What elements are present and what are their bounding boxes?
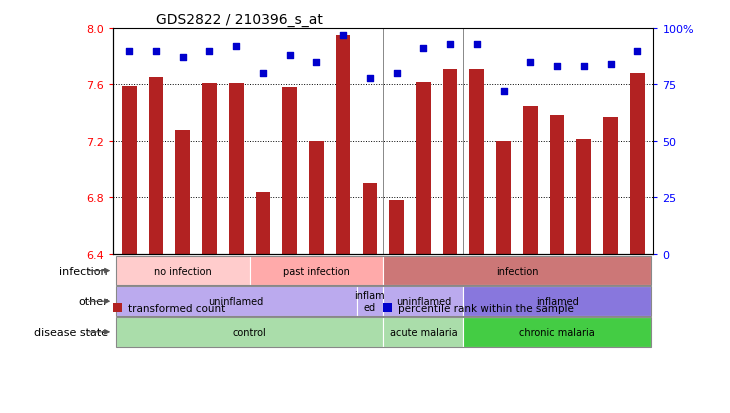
Point [364,75,376,82]
Point [524,59,536,66]
Point [498,89,510,95]
Point [177,55,188,62]
Text: chronic malaria: chronic malaria [519,327,595,337]
Bar [464,287,650,316]
Point [150,48,162,55]
Text: GDS2822 / 210396_s_at: GDS2822 / 210396_s_at [156,12,323,26]
Point [231,44,242,50]
Text: other: other [78,297,108,306]
Bar [336,36,350,254]
Bar [469,70,484,254]
Point [631,48,643,55]
Bar [496,142,511,254]
Point [284,52,296,59]
Point [204,48,215,55]
Bar [255,192,270,254]
Point [445,41,456,48]
Text: disease state: disease state [34,327,108,337]
Point [337,32,349,39]
Bar [443,70,458,254]
Bar [523,106,538,254]
Bar [383,256,650,286]
Text: infection: infection [59,266,108,276]
Point [391,71,402,77]
Text: acute malaria: acute malaria [390,327,457,337]
Text: transformed count: transformed count [128,303,225,313]
Bar [464,317,650,347]
Bar [363,184,377,254]
Bar [116,287,356,316]
Text: uninflamed: uninflamed [396,297,451,306]
Point [551,64,563,71]
Bar [228,84,244,254]
Point [604,62,616,68]
Bar [550,116,564,254]
Text: infection: infection [496,266,538,276]
Text: control: control [233,327,266,337]
Text: inflamed: inflamed [536,297,578,306]
Bar [416,82,431,254]
Bar [383,317,464,347]
Text: percentile rank within the sample: percentile rank within the sample [398,303,574,313]
Bar [356,287,383,316]
Bar [389,201,404,254]
Text: uninflamed: uninflamed [209,297,264,306]
Point [257,71,269,77]
Bar [577,140,591,254]
Bar [149,78,164,254]
Bar [122,87,137,254]
Point [123,48,135,55]
Point [471,41,483,48]
Bar [202,84,217,254]
Bar [309,142,323,254]
Bar [283,88,297,254]
Text: past infection: past infection [283,266,350,276]
Bar [116,317,383,347]
Bar [175,130,190,254]
Bar [250,256,383,286]
Point [578,64,590,71]
Text: no infection: no infection [154,266,212,276]
Point [418,46,429,52]
Bar [116,256,250,286]
Point [310,59,322,66]
Bar [603,118,618,254]
Text: inflam
ed: inflam ed [355,291,385,312]
Bar [630,74,645,254]
Bar [383,287,464,316]
